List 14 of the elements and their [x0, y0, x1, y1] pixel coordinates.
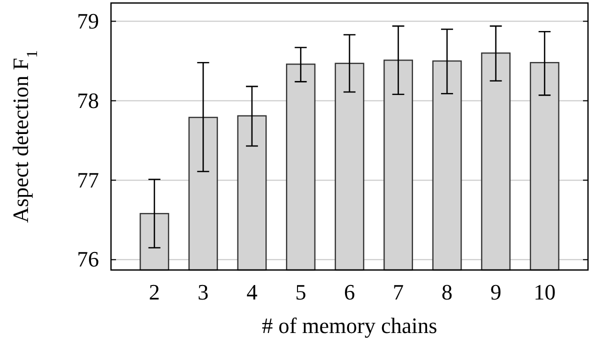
x-tick-label: 10: [534, 280, 556, 305]
x-tick-label: 3: [198, 280, 209, 305]
y-tick-label: 76: [77, 246, 99, 272]
x-tick-label: 9: [490, 280, 502, 305]
y-tick-label: 78: [77, 88, 99, 113]
y-tick-label: 77: [77, 167, 99, 192]
x-tick-label: 4: [246, 280, 258, 305]
x-axis-title: # of memory chains: [262, 313, 438, 338]
x-tick-label: 6: [344, 280, 355, 305]
x-tick-label: 5: [295, 280, 306, 305]
y-tick-label: 79: [77, 8, 99, 34]
x-tick-label: 7: [392, 280, 404, 305]
x-tick-label: 8: [442, 280, 453, 305]
x-tick-label: 2: [148, 280, 160, 305]
